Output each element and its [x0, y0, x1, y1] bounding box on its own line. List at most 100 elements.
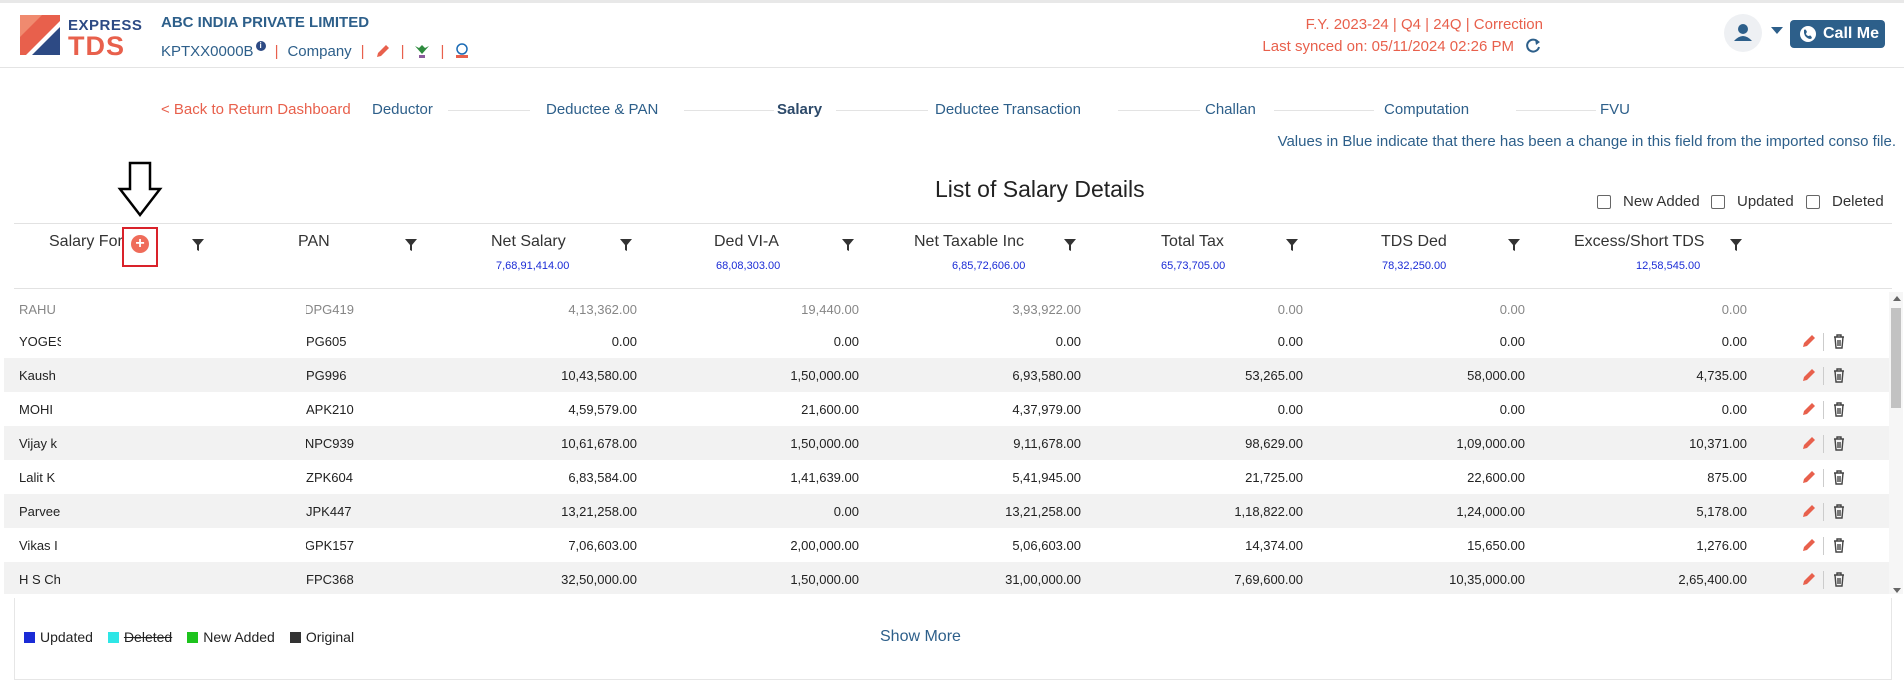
step-computation[interactable]: Computation	[1384, 101, 1470, 118]
action-separator	[1823, 469, 1824, 487]
logo-express-text: EXPRESS	[68, 17, 143, 34]
edit-pencil-icon[interactable]	[1800, 468, 1818, 486]
cell-ded-via: 2,00,000.00	[790, 538, 859, 553]
step-deductor[interactable]: Deductor	[372, 101, 433, 118]
cell-pan: FPC368	[306, 572, 354, 587]
total-net-salary: 7,68,91,414.00	[496, 260, 570, 272]
separator: |	[400, 42, 405, 60]
legend-original: Original	[289, 629, 354, 645]
table-row[interactable]: Lalit K ZPK604 6,83,584.00 1,41,639.00 5…	[4, 460, 1889, 494]
cell-name: Kaush	[19, 368, 56, 383]
cell-pan: PG605	[306, 334, 347, 349]
tan-number: KPTXX0000B	[161, 42, 254, 60]
emblem-icon[interactable]	[413, 42, 431, 60]
table-footer	[14, 598, 1892, 680]
filter-deleted[interactable]: Deleted	[1806, 193, 1884, 210]
table-row[interactable]: YOGES PG605 0.00 0.00 0.00 0.00 0.00 0.0…	[4, 324, 1889, 358]
table-row[interactable]: MOHI APK210 4,59,579.00 21,600.00 4,37,9…	[4, 392, 1889, 426]
filter-icon[interactable]	[842, 239, 854, 251]
trash-icon[interactable]	[1830, 502, 1848, 520]
updated-checkbox[interactable]	[1711, 194, 1725, 209]
col-net-taxable-inc[interactable]: Net Taxable Inc	[914, 233, 1024, 250]
legend-swatch	[187, 631, 199, 643]
edit-pencil-icon[interactable]	[1800, 366, 1818, 384]
step-deductee-transaction[interactable]: Deductee Transaction	[935, 101, 1081, 118]
cell-name: Vikas I	[19, 538, 58, 553]
cell-total-tax: 1,18,822.00	[1234, 504, 1303, 519]
table-row[interactable]: Vikas I GPK157 7,06,603.00 2,00,000.00 5…	[4, 528, 1889, 562]
cell-net-salary: 32,50,000.00	[561, 572, 637, 587]
trash-icon[interactable]	[1830, 434, 1848, 452]
deleted-checkbox[interactable]	[1806, 194, 1820, 209]
cell-tds-ded: 10,35,000.00	[1449, 572, 1525, 587]
cell-total-tax: 21,725.00	[1245, 470, 1303, 485]
col-pan[interactable]: PAN	[298, 233, 330, 250]
table-row[interactable]: Parvee JPK447 13,21,258.00 0.00 13,21,25…	[4, 494, 1889, 528]
filter-updated[interactable]: Updated	[1711, 193, 1794, 210]
scrollbar-thumb[interactable]	[1891, 308, 1901, 408]
edit-pencil-icon[interactable]	[1800, 434, 1818, 452]
step-deductee-pan[interactable]: Deductee & PAN	[546, 101, 659, 118]
call-me-button[interactable]: Call Me	[1790, 20, 1885, 48]
col-total-tax[interactable]: Total Tax	[1161, 233, 1224, 250]
cell-total-tax: 98,629.00	[1245, 436, 1303, 451]
chevron-down-icon[interactable]	[1771, 27, 1783, 34]
salary-table-body: RAHU DPG419 4,13,362.00 19,440.00 3,93,9…	[4, 292, 1889, 594]
trash-icon[interactable]	[1830, 570, 1848, 588]
filter-icon[interactable]	[192, 239, 204, 251]
cell-ded-via: 1,50,000.00	[790, 368, 859, 383]
scroll-down-arrow-icon[interactable]	[1893, 588, 1901, 593]
trash-icon[interactable]	[1830, 400, 1848, 418]
add-salary-highlight	[122, 227, 158, 267]
trash-icon[interactable]	[1830, 332, 1848, 350]
step-challan[interactable]: Challan	[1205, 101, 1256, 118]
app-header: EXPRESS TDS ABC INDIA PRIVATE LIMITED KP…	[0, 0, 1904, 68]
cell-net-salary: 6,83,584.00	[568, 470, 637, 485]
edit-pencil-icon[interactable]	[1800, 536, 1818, 554]
table-row[interactable]: Kaush PG996 10,43,580.00 1,50,000.00 6,9…	[4, 358, 1889, 392]
edit-pencil-icon[interactable]	[1800, 400, 1818, 418]
col-net-salary[interactable]: Net Salary	[491, 233, 566, 250]
add-salary-button[interactable]: +	[131, 235, 149, 253]
show-more-button[interactable]: Show More	[880, 628, 961, 645]
back-to-dashboard-link[interactable]: < Back to Return Dashboard	[161, 101, 351, 118]
scroll-up-arrow-icon[interactable]	[1893, 296, 1901, 301]
trash-icon[interactable]	[1830, 468, 1848, 486]
filter-icon[interactable]	[405, 239, 417, 251]
cell-pan: APK210	[306, 402, 354, 417]
phone-icon	[1800, 26, 1816, 42]
trash-icon[interactable]	[1830, 536, 1848, 554]
info-icon[interactable]: i	[255, 41, 266, 51]
filter-icon[interactable]	[1286, 239, 1298, 251]
edit-pencil-icon[interactable]	[374, 42, 392, 60]
cell-total-tax: 0.00	[1277, 334, 1303, 349]
filter-icon[interactable]	[1508, 239, 1520, 251]
col-tds-ded[interactable]: TDS Ded	[1381, 233, 1447, 250]
express-tds-logo[interactable]: EXPRESS TDS	[20, 13, 150, 60]
col-ded-via[interactable]: Ded VI-A	[714, 233, 779, 250]
new-added-checkbox[interactable]	[1597, 194, 1611, 209]
step-connector	[836, 110, 928, 111]
filter-icon[interactable]	[1730, 239, 1742, 251]
income-tax-dept-icon[interactable]	[453, 42, 471, 60]
table-row[interactable]: RAHU DPG419 4,13,362.00 19,440.00 3,93,9…	[4, 292, 1889, 324]
user-avatar[interactable]	[1724, 14, 1762, 52]
cell-total-tax: 53,265.00	[1245, 368, 1303, 383]
legend-new-added: New Added	[187, 629, 275, 645]
refresh-icon[interactable]	[1524, 37, 1542, 55]
col-excess-short-tds[interactable]: Excess/Short TDS	[1574, 233, 1705, 250]
edit-pencil-icon[interactable]	[1800, 332, 1818, 350]
table-row[interactable]: Vijay k NPC939 10,61,678.00 1,50,000.00 …	[4, 426, 1889, 460]
filter-new-added[interactable]: New Added	[1597, 193, 1700, 210]
edit-pencil-icon[interactable]	[1800, 570, 1818, 588]
edit-pencil-icon[interactable]	[1800, 502, 1818, 520]
col-salary-for[interactable]: Salary For	[49, 233, 123, 250]
filter-icon[interactable]	[1064, 239, 1076, 251]
step-fvu[interactable]: FVU	[1600, 101, 1630, 118]
trash-icon[interactable]	[1830, 366, 1848, 384]
cell-pan: PG996	[306, 368, 347, 383]
table-row[interactable]: H S Ch FPC368 32,50,000.00 1,50,000.00 3…	[4, 562, 1889, 594]
step-salary[interactable]: Salary	[777, 101, 823, 118]
cell-total-tax: 14,374.00	[1245, 538, 1303, 553]
filter-icon[interactable]	[620, 239, 632, 251]
